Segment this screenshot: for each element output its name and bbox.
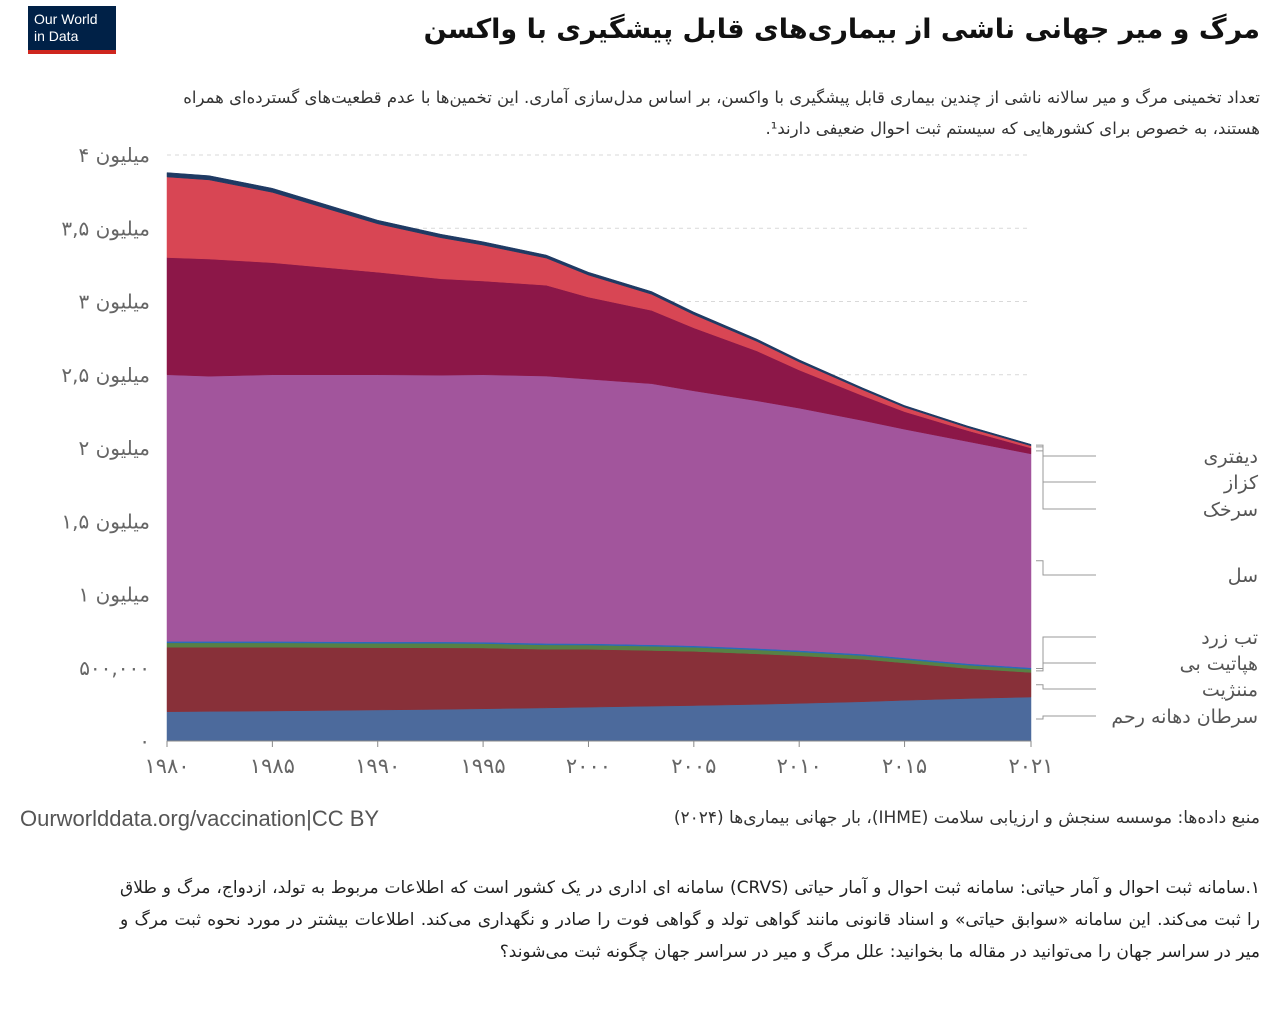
license-link[interactable]: Ourworlddata.org/vaccination|CC BY [20, 806, 380, 831]
legend-connector [1036, 715, 1096, 720]
legend-label-2: هپاتیت بی [1180, 653, 1258, 675]
y-tick-label: ۲ میلیون [78, 436, 150, 460]
y-tick-label: ۰ [139, 729, 150, 753]
legend-connector [1036, 684, 1096, 690]
owid-logo[interactable]: Our World in Data [28, 6, 116, 54]
y-tick-label: ۲,۵ میلیون [61, 363, 150, 387]
x-axis: ۱۹۸۰ ۱۹۸۵ ۱۹۹۰ ۱۹۹۵ ۲۰۰۰ ۲۰۰۵ ۲۰۱۰ ۲۰۱۵ ۲۰۲۱ [144, 740, 1054, 778]
legend-connector [1036, 450, 1096, 510]
chart-title: مرگ و میر جهانی ناشی از بیماری‌های قابل … [423, 14, 1260, 45]
legend: سرطان دهانه رحم مننژیت هپاتیت بی تب زرد سل سر… [1036, 444, 1259, 728]
legend-label-5: سرخک [1203, 499, 1258, 521]
legend-label-4: سل [1228, 565, 1258, 587]
y-tick-label: ۱ میلیون [78, 583, 150, 607]
source-note: منبع داده‌ها: موسسه سنجش و ارزیابی سلامت… [673, 808, 1260, 828]
legend-label-6: کزاز [1223, 472, 1259, 494]
legend-label-0: سرطان دهانه رحم [1111, 706, 1258, 728]
y-tick-label: ۳,۵ میلیون [61, 216, 150, 240]
x-tick-label: ۱۹۹۰ [355, 754, 400, 778]
x-tick-label: ۲۰۰۵ [671, 754, 716, 778]
legend-connector [1036, 446, 1096, 483]
y-tick-label: ۳ میلیون [78, 290, 150, 314]
x-tick-label: ۱۹۸۵ [250, 754, 295, 778]
legend-label-7: دیفتری [1204, 446, 1258, 468]
x-tick-label: ۱۹۹۵ [461, 754, 506, 778]
legend-connector [1036, 444, 1096, 457]
logo-line-1: Our World [34, 11, 98, 27]
y-tick-label: ۵۰۰,۰۰۰ [79, 656, 150, 680]
x-tick-label: ۲۰۰۰ [566, 754, 611, 778]
x-tick-label: ۲۰۱۵ [882, 754, 927, 778]
y-tick-label: ۱,۵ میلیون [61, 509, 150, 533]
x-tick-label: ۲۰۲۱ [1008, 754, 1053, 778]
chart-areas [166, 172, 1032, 742]
area-series-7[interactable] [166, 172, 1032, 447]
legend-connector [1036, 662, 1096, 672]
legend-label-3: تب زرد [1201, 627, 1258, 649]
x-tick-label: ۱۹۸۰ [144, 754, 189, 778]
y-axis: ۰ ۵۰۰,۰۰۰ ۱ میلیون ۱,۵ میلیون ۲ میلیون ۲,۵ می… [61, 143, 150, 753]
x-tick-label: ۲۰۱۰ [777, 754, 822, 778]
footnote: ۱.سامانه ثبت احوال و آمار حیاتی: سامانه … [120, 878, 1260, 962]
legend-connector [1036, 560, 1096, 576]
chart-subtitle: تعداد تخمینی مرگ و میر سالانه ناشی از چن… [183, 88, 1260, 138]
legend-connector [1036, 636, 1096, 669]
stacked-area-chart: ۰ ۵۰۰,۰۰۰ ۱ میلیون ۱,۵ میلیون ۲ میلیون ۲,۵ می… [61, 143, 1259, 778]
logo-line-2: in Data [34, 28, 79, 44]
y-tick-label: ۴ میلیون [78, 143, 150, 167]
legend-label-1: مننژیت [1202, 679, 1258, 701]
